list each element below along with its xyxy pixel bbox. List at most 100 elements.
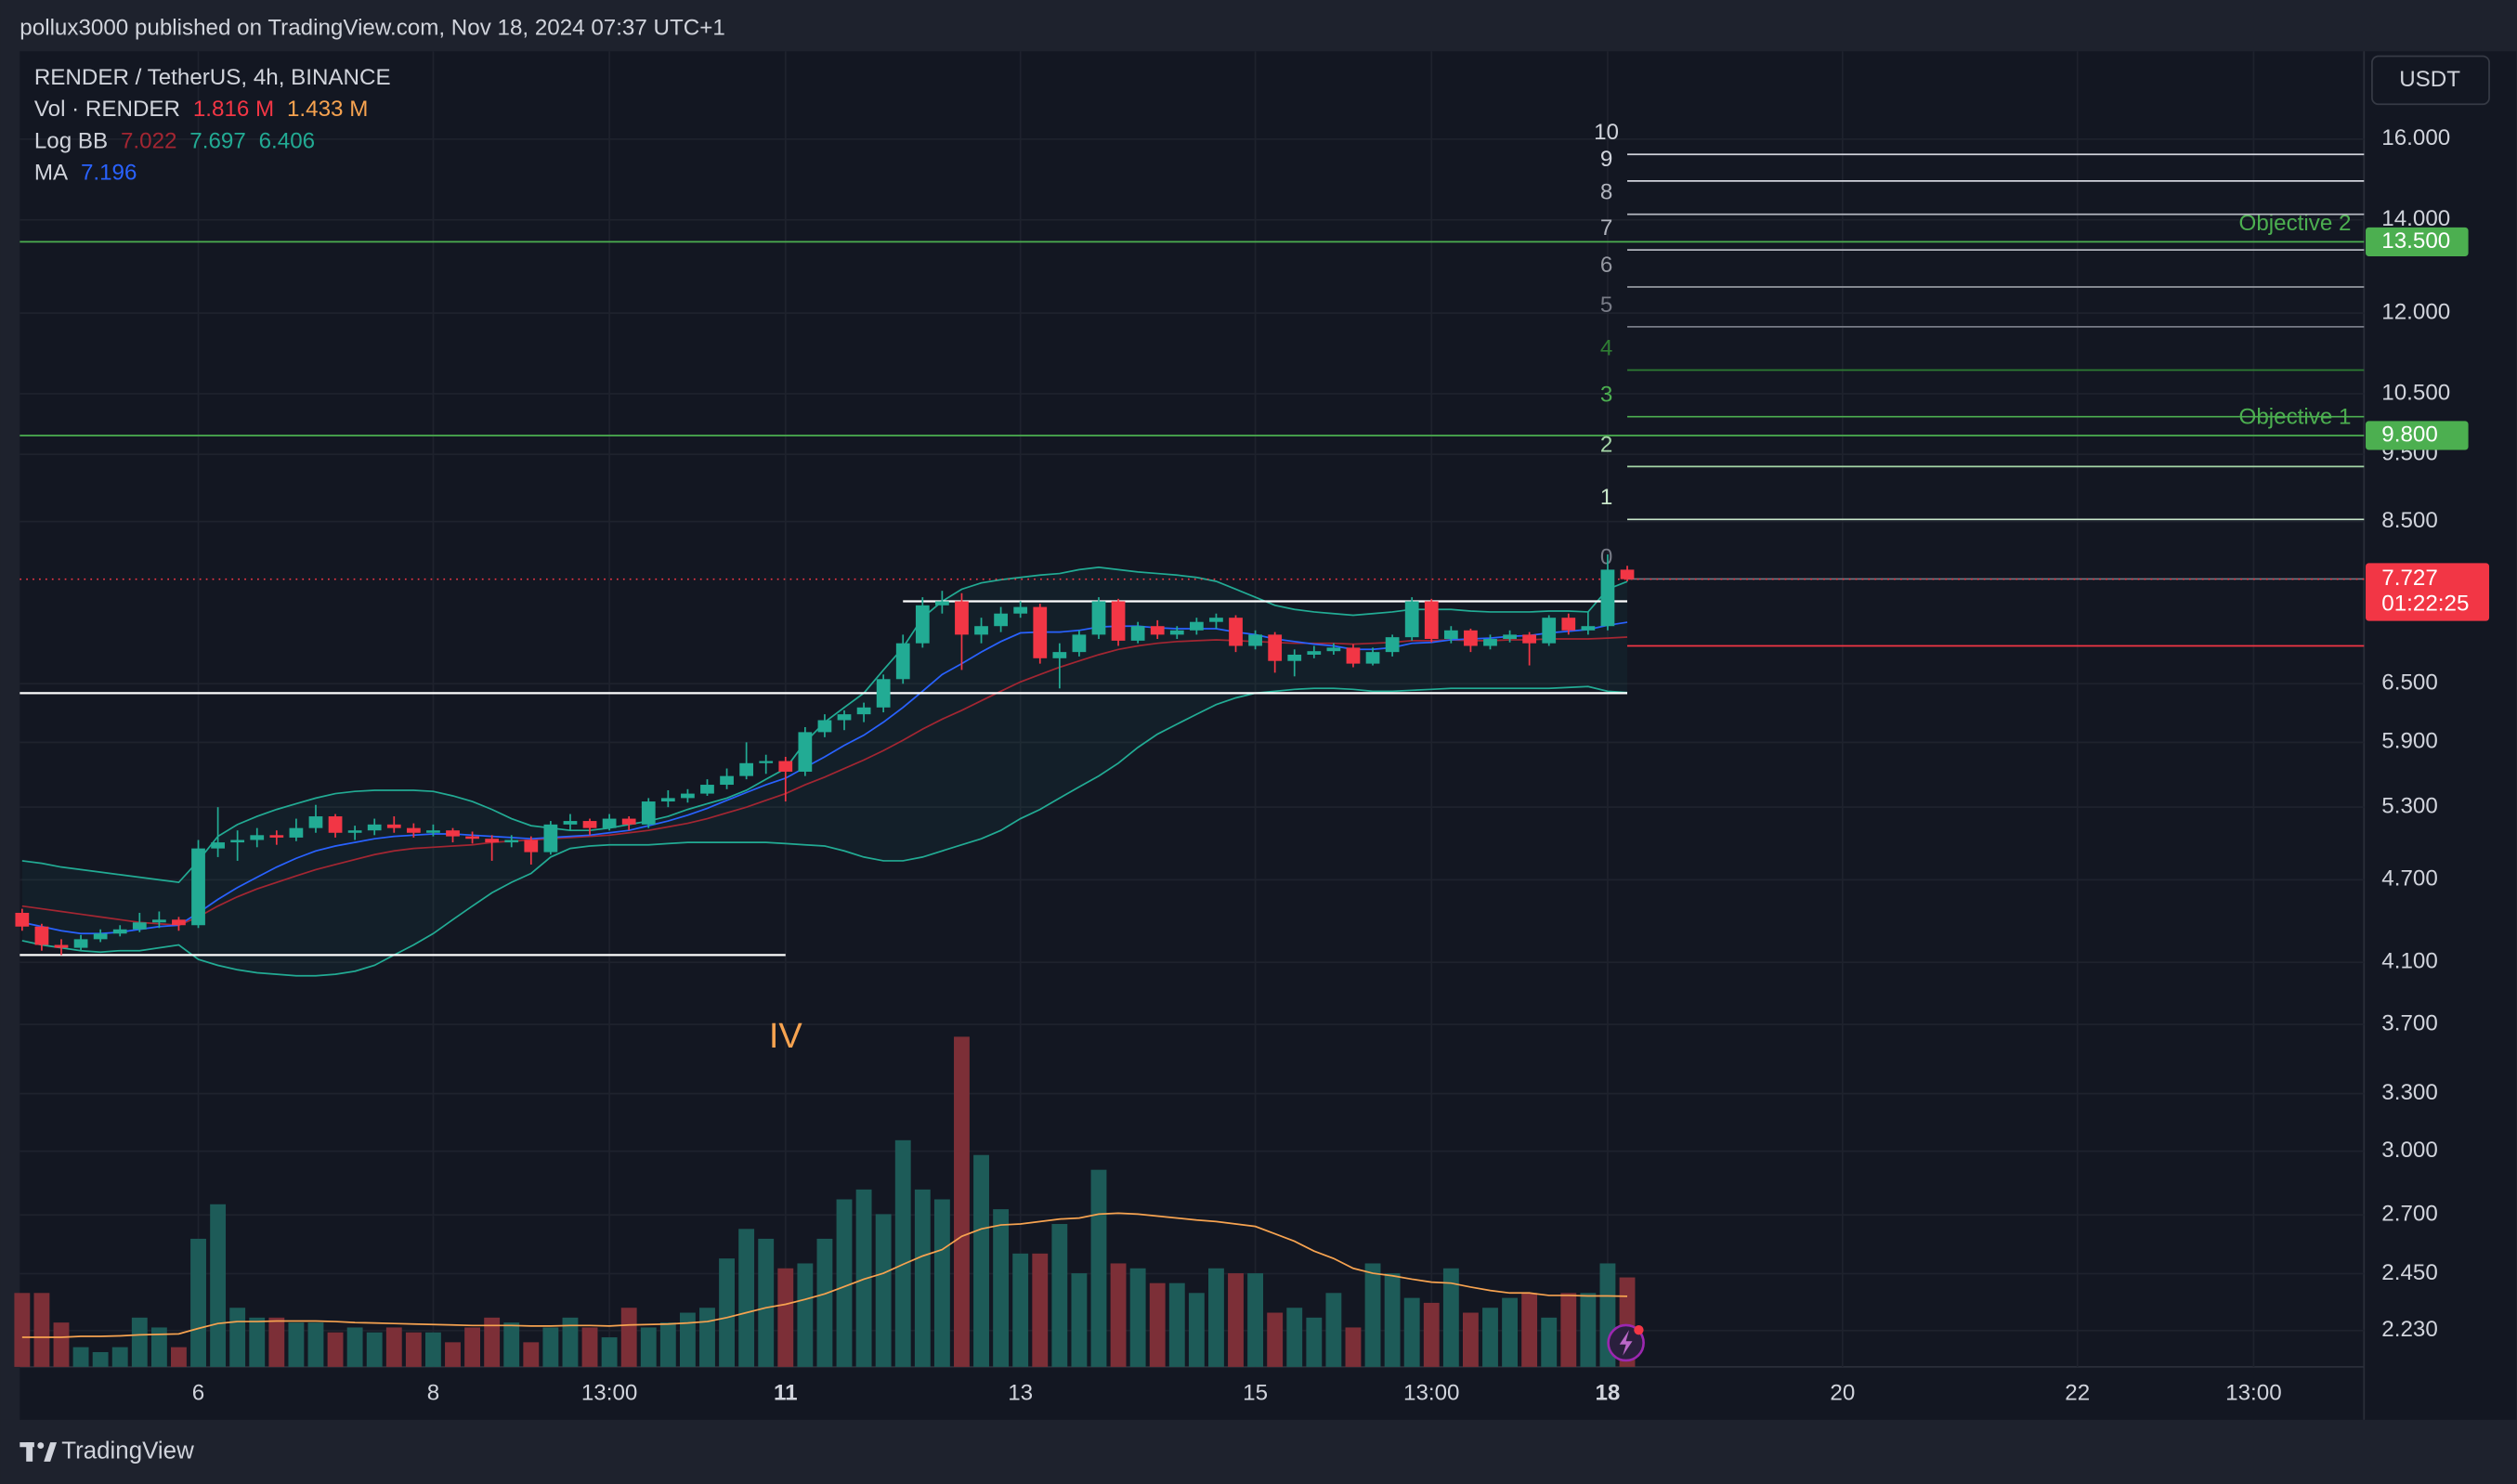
- y-tick-label: 2.230: [2381, 1317, 2438, 1342]
- candle-body: [1404, 601, 1419, 638]
- candle-body: [446, 830, 460, 837]
- volume-bar: [249, 1317, 266, 1367]
- candle-body: [817, 720, 832, 733]
- x-tick-label: 13: [1008, 1381, 1033, 1406]
- candle-body: [465, 836, 479, 840]
- candle-body: [504, 840, 519, 843]
- candle-body: [15, 912, 30, 927]
- candle-body: [1542, 618, 1557, 644]
- candle-body: [1424, 601, 1439, 640]
- candle-body: [798, 732, 813, 772]
- indicator-line: [21, 685, 1628, 977]
- candle-body: [563, 821, 578, 825]
- candle-body: [1189, 621, 1204, 631]
- volume-bar: [1247, 1273, 1264, 1367]
- currency-label[interactable]: USDT: [2399, 67, 2460, 92]
- candle-body: [211, 842, 225, 849]
- legend-row: MA 7.196: [34, 161, 137, 186]
- currency-button[interactable]: [2371, 55, 2490, 106]
- volume-bar: [933, 1199, 950, 1367]
- candle-body: [955, 601, 969, 635]
- y-tick-label: 8.500: [2381, 508, 2438, 533]
- candle-body: [1229, 618, 1243, 646]
- last-price-label: 7.727: [2381, 566, 2438, 591]
- candle-body: [582, 821, 597, 828]
- y-tick-label: 2.700: [2381, 1202, 2438, 1227]
- level-label: 3: [1600, 383, 1612, 408]
- candle-body: [386, 824, 401, 828]
- volume-bar: [131, 1317, 148, 1367]
- legend-value: 7.196: [81, 161, 137, 186]
- level-label: 10: [1594, 120, 1619, 145]
- level-label: 5: [1600, 293, 1612, 318]
- volume-bar: [1306, 1317, 1323, 1367]
- y-tick-label: 2.450: [2381, 1260, 2438, 1285]
- volume-bar: [229, 1308, 246, 1367]
- volume-bar: [385, 1327, 402, 1367]
- volume-bar: [92, 1351, 109, 1367]
- y-tick-label: 10.500: [2381, 380, 2450, 405]
- volume-bar: [33, 1293, 50, 1367]
- volume-bar: [581, 1327, 598, 1367]
- candle-body: [660, 798, 675, 802]
- volume-bar: [640, 1327, 657, 1367]
- x-tick-label: 22: [2065, 1381, 2090, 1406]
- volume-bar: [1051, 1224, 1068, 1367]
- candle-body: [93, 933, 108, 940]
- x-tick-label: 13:00: [2225, 1381, 2282, 1406]
- y-tick-label: 5.300: [2381, 794, 2438, 819]
- publish-info: pollux3000 published on TradingView.com,…: [20, 15, 724, 40]
- last-price-badge: [2366, 563, 2490, 621]
- level-label: 9: [1600, 147, 1612, 172]
- candle-body: [1620, 569, 1635, 579]
- volume-bar: [307, 1322, 324, 1367]
- volume-bar: [484, 1317, 501, 1367]
- candle-body: [1268, 634, 1283, 661]
- candle-body: [1248, 634, 1262, 646]
- time-axis: [20, 1366, 2365, 1420]
- legend-value: 7.697: [189, 129, 245, 154]
- candle-body: [759, 761, 774, 763]
- volume-bar: [1502, 1297, 1519, 1367]
- candle-body: [54, 944, 69, 948]
- volume-bar: [366, 1332, 383, 1367]
- legend-value: 6.406: [259, 129, 316, 154]
- level-label: 4: [1600, 335, 1612, 360]
- legend-value: 1.816 M: [193, 98, 274, 123]
- candle-body: [915, 605, 930, 644]
- candle-body: [172, 919, 186, 926]
- price-badge-label: 13.500: [2381, 228, 2450, 254]
- volume-bar: [14, 1293, 31, 1367]
- tradingview-logo: [20, 1442, 58, 1462]
- candle-body: [406, 827, 421, 833]
- x-tick-label: 11: [774, 1381, 798, 1406]
- price-badge-label: 9.800: [2381, 422, 2438, 447]
- candle-body: [34, 926, 49, 945]
- level-label: 0: [1600, 544, 1612, 569]
- candle-body: [641, 801, 656, 825]
- candle-body: [974, 626, 988, 635]
- candle-body: [1091, 601, 1106, 635]
- candle-body: [132, 922, 147, 930]
- plot: 16.00014.00012.00010.5009.5008.5006.5005…: [14, 51, 2469, 1406]
- legend-name: Vol · RENDER: [34, 98, 180, 123]
- candle-body: [1600, 569, 1615, 627]
- chart-pane: [20, 51, 2365, 1367]
- candle-body: [543, 824, 558, 853]
- candle-body: [1072, 634, 1087, 653]
- candle-body: [1561, 618, 1576, 631]
- bb-fill: [21, 566, 1628, 976]
- candle-body: [1365, 652, 1380, 664]
- volume-bar: [777, 1268, 794, 1367]
- indicator-line: [21, 636, 1628, 927]
- candle-body: [328, 816, 343, 833]
- y-tick-label: 4.100: [2381, 949, 2438, 974]
- volume-bar: [1482, 1308, 1498, 1367]
- candle-body: [895, 643, 910, 680]
- volume-bar: [1345, 1327, 1362, 1367]
- legend-value: 7.022: [121, 129, 177, 154]
- alert-icon[interactable]: [1607, 1323, 1645, 1362]
- volume-bar: [1462, 1312, 1479, 1367]
